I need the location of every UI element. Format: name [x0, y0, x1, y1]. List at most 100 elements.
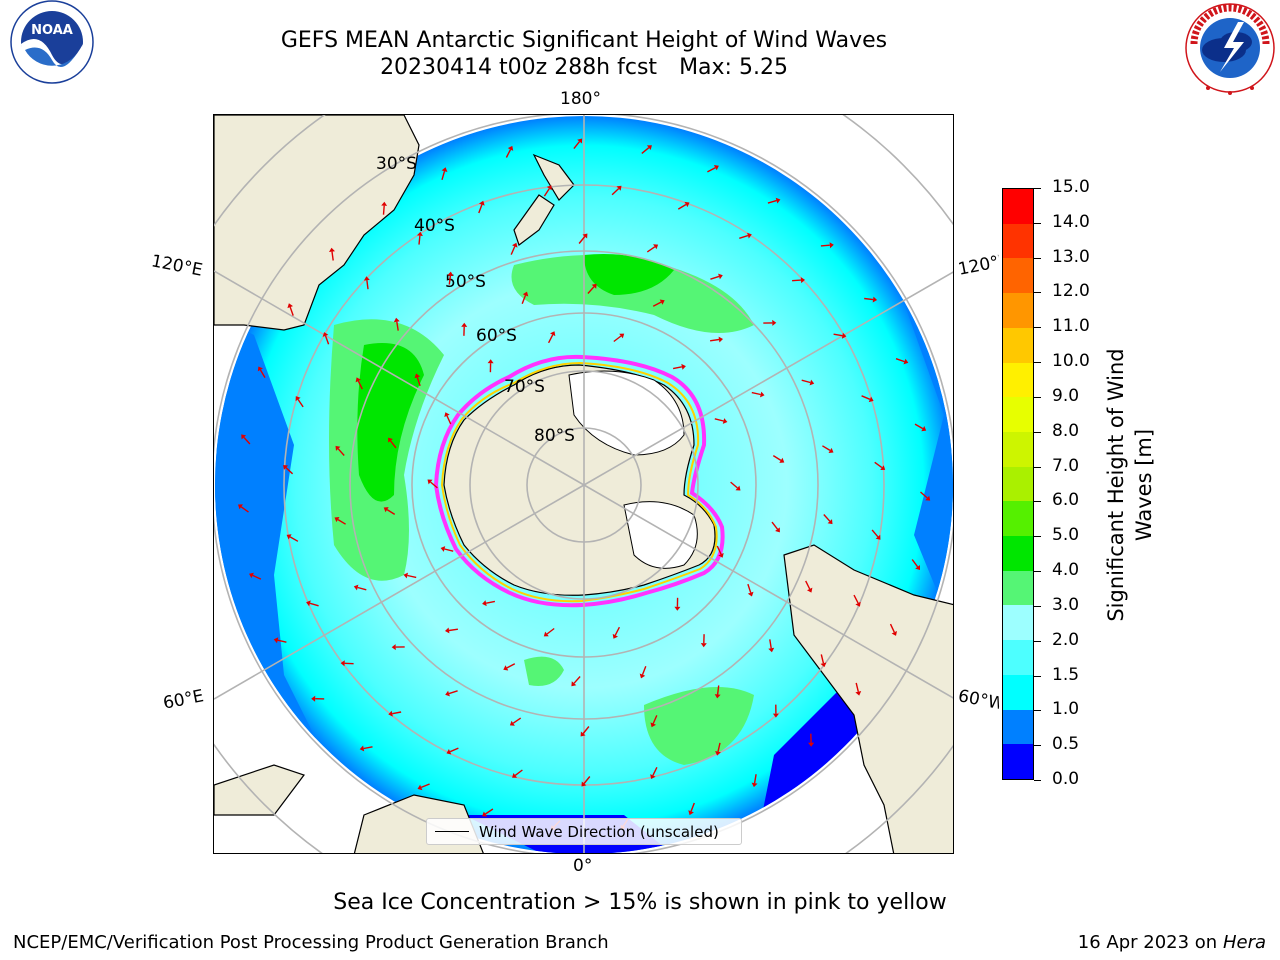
wave-arrow-head — [241, 434, 247, 440]
wave-arrow-head — [800, 277, 805, 284]
colorbar-tick-label: 11.0 — [1052, 316, 1090, 337]
wave-arrow-shaft — [641, 666, 647, 675]
wave-arrow-shaft — [583, 776, 591, 784]
lon-label-120w: 120°W — [956, 252, 1002, 280]
wave-arrow-shaft — [449, 747, 459, 753]
colorbar-tick-label: 5.0 — [1052, 525, 1080, 546]
chart-subtitle: 20230414 t00z 288h fcst Max: 5.25 — [184, 54, 984, 81]
wave-arrow-shaft — [920, 491, 928, 499]
wave-arrow-head — [747, 591, 754, 597]
colorbar-segment — [1003, 674, 1033, 710]
wave-arrow-shaft — [855, 682, 859, 692]
wave-arrow-shaft — [444, 548, 454, 552]
colorbar-segment — [1003, 605, 1033, 641]
colorbar-tick — [1034, 396, 1041, 398]
legend-line-swatch — [435, 831, 469, 832]
wave-arrow-shaft — [714, 418, 724, 422]
wave-arrow-shaft — [677, 203, 687, 210]
wave-arrow-shaft — [833, 333, 843, 337]
wave-arrow-shaft — [416, 377, 421, 387]
lon-label-60w: 60°W — [956, 686, 1002, 714]
wave-arrow-shaft — [582, 726, 590, 734]
wave-arrow-head — [772, 713, 779, 718]
wave-arrow-head — [808, 742, 815, 747]
meridian-120e — [214, 270, 585, 486]
wave-arrow-shaft — [911, 559, 919, 568]
colorbar-tick-label: 0.0 — [1052, 769, 1080, 789]
colorbar-tick — [1034, 222, 1041, 224]
colorbar-tick-label: 9.0 — [1052, 385, 1080, 406]
wave-arrow-head — [311, 695, 316, 702]
wave-arrow-shaft — [820, 244, 830, 247]
colorbar-tick — [1034, 710, 1041, 712]
wave-arrow-head — [335, 445, 341, 451]
wave-arrow-shaft — [389, 440, 397, 449]
wave-4-5m-patch-north — [584, 254, 674, 295]
wave-arrow-head — [353, 584, 359, 591]
colorbar-segment — [1003, 466, 1033, 502]
wave-arrow-shaft — [767, 199, 777, 204]
wave-arrow-shaft — [505, 149, 512, 158]
wave-arrow-shaft — [512, 717, 522, 724]
wave-arrow-head — [921, 426, 927, 432]
max-value: Max: 5.25 — [679, 55, 788, 80]
wave-arrow-head — [512, 242, 518, 248]
wave-arrow-shaft — [441, 171, 446, 180]
colorbar-tick — [1034, 362, 1041, 364]
footer-timestamp: 16 Apr 2023 on Hera — [1078, 932, 1266, 953]
lat-label-60s: 60°S — [476, 326, 517, 346]
wave-arrow-shaft — [853, 594, 859, 604]
wave-arrow-shaft — [578, 236, 586, 244]
wave-arrow-shaft — [820, 654, 825, 664]
sea-ice-edge-inner — [440, 361, 718, 603]
colorbar-tick-label: 6.0 — [1052, 490, 1080, 511]
wave-arrow-head — [461, 322, 468, 327]
wave-arrow-head — [287, 303, 293, 309]
wave-arrow-head — [363, 276, 370, 281]
wave-arrow-head — [286, 534, 292, 540]
wave-arrow-head — [257, 366, 263, 372]
wave-arrow-head — [507, 145, 514, 151]
wave-arrow-head — [855, 601, 861, 607]
wave-arrow-head — [393, 317, 400, 323]
wave-arrow-shaft — [418, 235, 421, 245]
wave-arrow-head — [503, 665, 509, 671]
wave-arrow-head — [512, 773, 518, 778]
wave-arrow-shaft — [717, 742, 721, 752]
wave-arrow-shaft — [259, 369, 266, 378]
colorbar-tick — [1034, 640, 1041, 642]
colorbar-tick — [1034, 431, 1041, 433]
colorbar-segment — [1003, 536, 1033, 571]
colorbar-tick — [1034, 536, 1041, 538]
colorbar-tick — [1034, 780, 1041, 781]
wave-arrow-shaft — [751, 391, 761, 396]
australia — [214, 115, 420, 331]
wave-arrow-shaft — [861, 395, 871, 400]
wave-3-4m-patch-north — [511, 255, 754, 333]
wave-arrow-head — [903, 358, 909, 365]
wave-arrow-shaft — [641, 147, 650, 154]
wave-arrow-shaft — [573, 676, 581, 684]
wave-direction-arrows — [238, 138, 931, 830]
wave-arrow-head — [417, 784, 423, 791]
wave-arrow-head — [619, 333, 625, 339]
wave-arrow-shaft — [747, 583, 752, 593]
wave-3-4m-patch-south — [644, 687, 754, 765]
colorbar-tick-label: 0.5 — [1052, 734, 1080, 755]
wave-arrow-shaft — [324, 335, 330, 345]
wave-arrow-shaft — [772, 455, 782, 461]
wave-arrow-shaft — [716, 545, 722, 555]
lat-label-70s: 70°S — [504, 377, 545, 397]
wave-arrow-shaft — [506, 663, 516, 669]
sea-ice-note: Sea Ice Concentration > 15% is shown in … — [333, 890, 947, 915]
lon-label-120e: 120°E — [149, 251, 205, 281]
wave-arrow-shaft — [337, 448, 345, 456]
wave-arrow-head — [359, 745, 365, 752]
wave-arrow-head — [684, 201, 690, 208]
wave-arrow-head — [581, 781, 587, 787]
colorbar-tick-label: 12.0 — [1052, 281, 1090, 302]
wave-arrow-head — [295, 396, 301, 402]
colorbar-tick-label: 1.0 — [1052, 699, 1080, 720]
wave-arrow-shaft — [363, 746, 373, 750]
wave-arrow-head — [355, 377, 361, 383]
